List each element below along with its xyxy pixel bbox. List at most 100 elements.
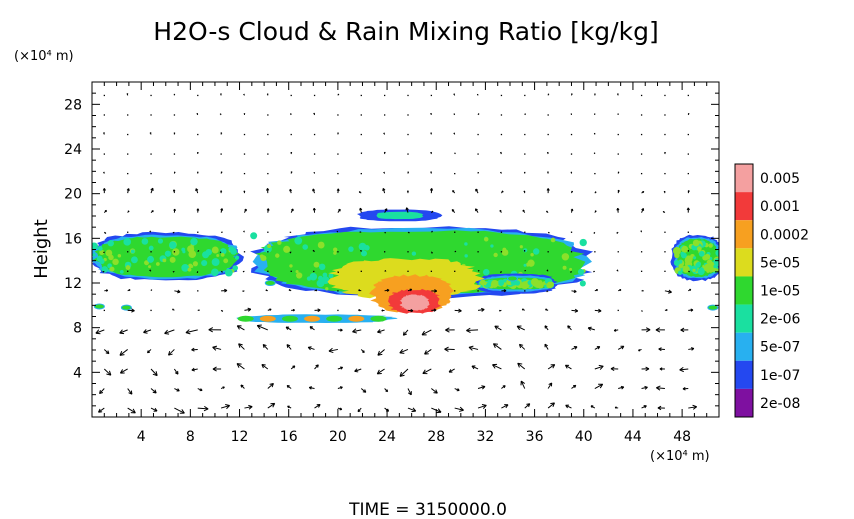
wind-vector <box>610 366 619 372</box>
wind-vector <box>150 407 158 412</box>
wind-vector <box>174 407 185 414</box>
wind-vector <box>617 251 619 253</box>
y-axis-unit: (×10⁴ m) <box>14 49 74 64</box>
cloud-speckle <box>250 232 258 240</box>
wind-vector <box>593 132 596 135</box>
wind-vector <box>430 270 433 272</box>
cloud-speckle <box>164 250 171 257</box>
wind-vector <box>640 251 643 253</box>
cloud-speckle <box>92 253 96 257</box>
cloud-speckle <box>187 245 195 253</box>
wind-vector <box>662 210 666 214</box>
wind-vector <box>452 190 456 194</box>
colorbar-label: 2e-08 <box>760 396 800 412</box>
y-tick-label: 20 <box>64 187 82 203</box>
wind-vector <box>594 251 596 253</box>
wind-vector <box>655 327 665 333</box>
wind-vector <box>524 231 526 233</box>
wind-vector <box>267 270 269 272</box>
wind-vector <box>267 231 269 233</box>
wind-vector <box>547 93 550 96</box>
colorbar-swatch <box>735 304 753 333</box>
wind-vector <box>524 94 526 97</box>
cloud-speckle <box>211 246 219 254</box>
wind-vector <box>430 171 433 174</box>
wind-vector <box>173 171 176 174</box>
wind-vector <box>570 251 573 253</box>
wind-vector <box>468 345 479 351</box>
wind-vector <box>314 289 318 292</box>
wind-vector <box>546 188 550 194</box>
wind-vector <box>407 288 413 292</box>
wind-vector <box>544 343 549 350</box>
wind-vector <box>360 349 365 354</box>
wind-vector <box>313 171 316 174</box>
cloud-low-cell <box>304 315 321 322</box>
colorbar-swatch <box>735 276 753 305</box>
wind-vector <box>149 230 152 233</box>
wind-vector <box>357 407 362 413</box>
wind-vector <box>445 327 455 333</box>
wind-vector <box>243 133 246 136</box>
wind-vector <box>307 346 315 351</box>
wind-vector <box>267 251 269 253</box>
wind-vector <box>381 309 385 312</box>
wind-vector <box>547 231 550 234</box>
wind-vector <box>501 385 506 389</box>
wind-vector <box>384 114 386 116</box>
x-tick-label: 24 <box>378 429 396 445</box>
wind-vector <box>285 326 292 331</box>
wind-vector <box>564 364 572 370</box>
colorbar-label: 5e-05 <box>760 255 800 271</box>
wind-vector <box>616 269 619 272</box>
cloud-speckle <box>680 252 687 259</box>
wind-vector <box>267 153 269 155</box>
wind-vector <box>565 404 572 409</box>
wind-vector <box>313 94 316 97</box>
cloud-speckle <box>141 238 149 245</box>
wind-vector <box>243 208 247 213</box>
cloud-speckle <box>519 245 523 249</box>
wind-vector <box>103 132 105 135</box>
wind-vector <box>308 386 315 390</box>
wind-vector <box>314 403 321 409</box>
wind-vector <box>337 309 339 312</box>
wind-vector <box>593 113 596 116</box>
cloud-speckle <box>107 240 114 247</box>
wind-vector <box>384 270 387 272</box>
wind-vector <box>454 231 456 233</box>
cloud-speckle <box>224 268 233 277</box>
wind-vector <box>638 348 642 352</box>
cloud-speckle <box>190 264 194 268</box>
wind-vector <box>641 385 648 390</box>
colorbar-label: 1e-07 <box>760 368 800 384</box>
colorbar-swatch <box>735 332 753 361</box>
wind-vector <box>407 153 409 155</box>
wind-vector <box>687 190 690 194</box>
wind-vector <box>127 210 130 213</box>
wind-vector <box>430 251 433 254</box>
wind-vector <box>431 289 438 293</box>
cloud-low-cell <box>281 315 298 322</box>
wind-vector <box>471 365 479 370</box>
cloud-speckle <box>169 256 176 263</box>
wind-vector <box>150 251 152 253</box>
wind-vector <box>146 349 152 354</box>
cloud-speckle <box>569 267 573 271</box>
wind-vector <box>431 388 438 394</box>
wind-vector <box>570 231 573 233</box>
wind-vector <box>337 328 343 332</box>
wind-vector <box>220 386 225 389</box>
cloud-speckle <box>532 248 540 255</box>
wind-vector <box>494 325 502 331</box>
wind-vector <box>664 251 666 253</box>
wind-vector <box>220 270 223 273</box>
wind-vector <box>383 132 386 135</box>
colorbar-swatch <box>735 360 753 389</box>
cloud-speckle <box>223 258 229 264</box>
wind-vector <box>290 171 293 174</box>
wind-vector <box>220 190 223 194</box>
cloud-speckle <box>216 254 220 258</box>
cloud-speckle <box>277 240 282 245</box>
wind-vector <box>444 346 455 352</box>
